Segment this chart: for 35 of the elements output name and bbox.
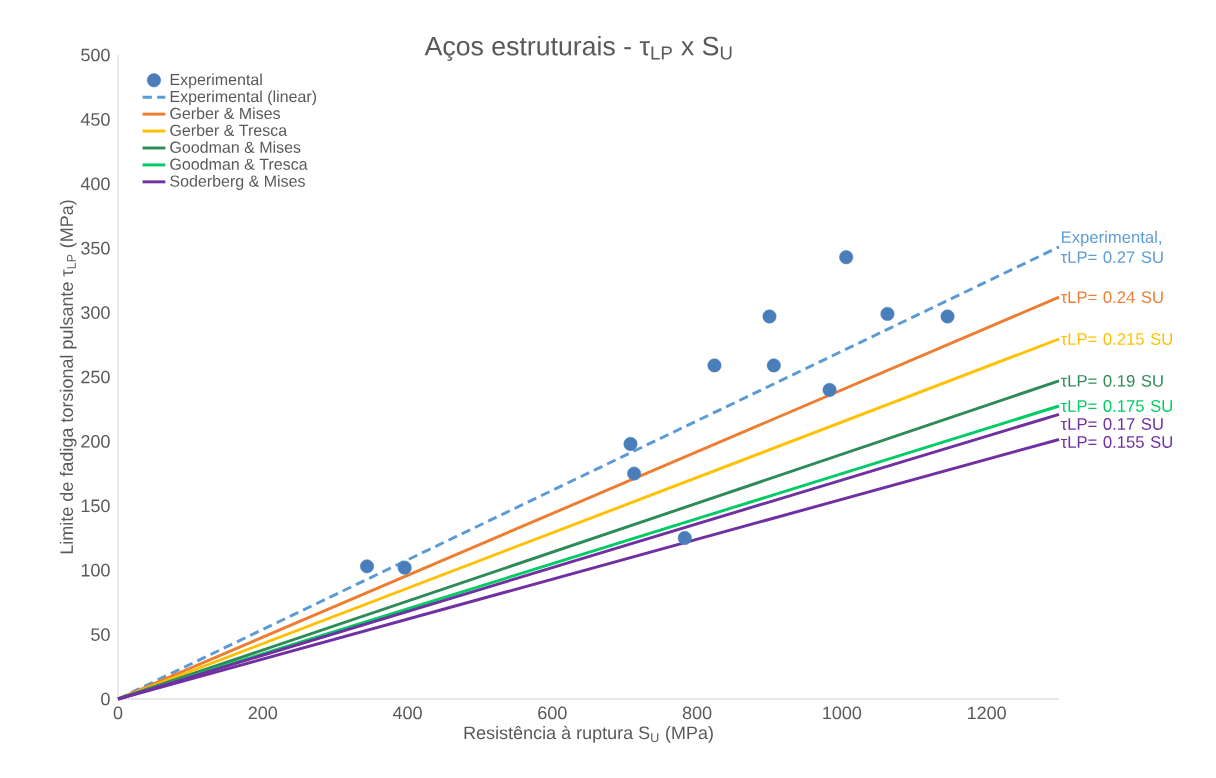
y-tick-label: 400 — [80, 177, 110, 191]
y-tick-label: 100 — [81, 563, 110, 577]
text: τLP= 0.155 SU — [1060, 436, 1172, 448]
x-tick-label: 1200 — [967, 706, 1006, 720]
y-tick-label: 250 — [81, 370, 110, 384]
legend-label: Experimental — [170, 73, 262, 89]
x-tick-label: 400 — [392, 706, 422, 720]
y-tick-label: 300 — [81, 306, 110, 319]
legend-label: Goodman & Mises — [170, 141, 301, 153]
legend-label: Gerber & Tresca — [170, 124, 288, 136]
text: τLP= 0.175 SU — [1060, 400, 1172, 412]
x-tick-label: 0 — [113, 706, 123, 720]
text: Experimental, τLP= 0.27 SU — [1060, 230, 1163, 264]
text: τLP= 0.24 SU — [1060, 291, 1163, 304]
text: τLP= 0.19 SU — [1060, 374, 1163, 387]
legend-label: Experimental (linear) — [170, 90, 317, 106]
x-axis-title: Resistência à ruptura S$_{U}$ (MPa) — [464, 725, 713, 743]
y-tick-label: 0 — [101, 692, 110, 706]
x-tick-label: 200 — [248, 706, 278, 720]
legend-label: Goodman & Tresca — [170, 158, 308, 170]
y-tick-label: 50 — [91, 628, 110, 641]
x-tick-label: 1000 — [823, 706, 862, 720]
y-tick-label: 150 — [81, 499, 110, 513]
y-tick-label: 200 — [81, 435, 110, 448]
x-tick-label: 600 — [538, 706, 567, 720]
y-tick-label: 350 — [81, 241, 110, 255]
y-tick-label: 450 — [80, 113, 110, 126]
text: τLP= 0.17 SU — [1060, 418, 1163, 430]
legend-label: Soderberg & Mises — [170, 175, 305, 190]
y-axis-title: Limite de fadiga torsional pulsante τ$_{LP}$ (MPa) — [59, 200, 77, 554]
legend-label: Gerber & Mises — [170, 107, 280, 120]
chart-title: Aços estruturais - τ$_{LP}$ x S$_{U}$ — [424, 35, 732, 61]
text: τLP= 0.215 SU — [1060, 333, 1172, 345]
y-tick-label: 500 — [81, 48, 110, 62]
x-tick-label: 800 — [682, 706, 712, 720]
